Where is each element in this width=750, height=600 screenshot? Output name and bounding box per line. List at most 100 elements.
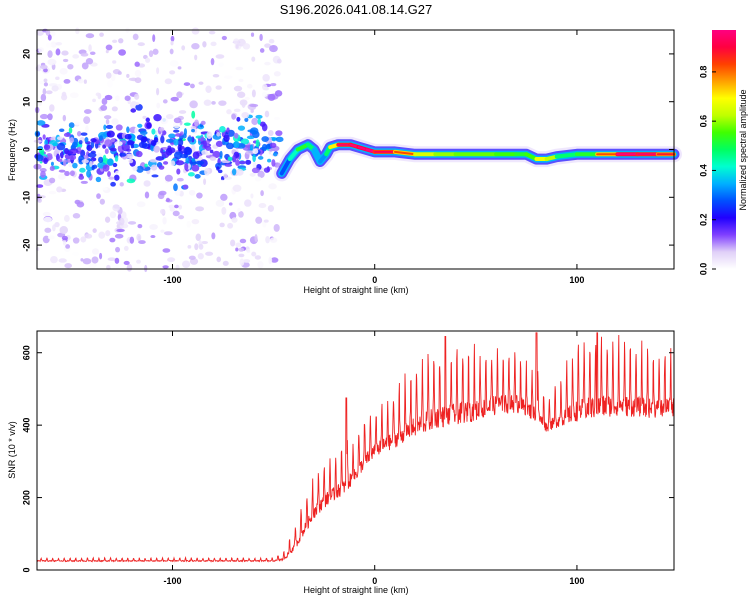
noise-blob [43, 68, 48, 73]
noise-blob [267, 204, 275, 212]
spectrogram-y-label: Frequency (Hz) [7, 119, 17, 181]
noise-blob [118, 49, 127, 56]
noise-blob [143, 180, 151, 187]
noise-blob [265, 236, 270, 244]
noise-blob [166, 113, 174, 120]
noise-blob [90, 62, 98, 67]
noise-blob [91, 165, 95, 171]
noise-blob [262, 73, 270, 82]
noise-blob [177, 138, 184, 147]
noise-blob [108, 176, 115, 180]
noise-blob [170, 40, 174, 46]
noise-blob [99, 252, 103, 260]
noise-blob [264, 61, 271, 66]
noise-blob [203, 178, 207, 185]
noise-blob [67, 63, 74, 70]
noise-blob [39, 167, 47, 173]
noise-blob [115, 246, 121, 253]
noise-blob [136, 259, 141, 264]
noise-blob [251, 212, 261, 218]
noise-blob [144, 163, 148, 168]
noise-blob [271, 137, 277, 142]
noise-blob [48, 190, 57, 195]
noise-blob [195, 233, 202, 241]
noise-blob [149, 158, 159, 163]
noise-blob [126, 126, 130, 133]
noise-blob [195, 206, 205, 212]
noise-blob [121, 33, 127, 38]
noise-blob [109, 237, 116, 243]
noise-blob [84, 233, 93, 239]
noise-blob [241, 100, 246, 108]
noise-blob [215, 199, 225, 207]
noise-blob [233, 132, 239, 139]
noise-blob [117, 71, 122, 75]
colorbar-tick-label: 0.8 [698, 66, 708, 79]
noise-blob [205, 145, 212, 151]
noise-blob [261, 143, 268, 152]
noise-blob [62, 204, 71, 209]
noise-blob [202, 41, 207, 48]
noise-blob [160, 135, 165, 144]
noise-blob [264, 43, 271, 48]
ridge-segment [554, 152, 579, 159]
noise-blob [51, 93, 59, 99]
noise-blob [257, 170, 265, 179]
noise-blob [254, 255, 262, 260]
y-tick-label: 0 [21, 147, 31, 152]
noise-blob [109, 211, 117, 219]
noise-blob [181, 145, 185, 150]
noise-blob [44, 227, 52, 233]
noise-blob [71, 251, 80, 256]
noise-blob [162, 248, 171, 253]
noise-blob [251, 251, 257, 257]
noise-blob [217, 169, 223, 174]
noise-blob [277, 196, 282, 201]
noise-blob [186, 220, 191, 228]
noise-blob [257, 118, 261, 125]
noise-blob [227, 222, 234, 229]
noise-blob [191, 128, 195, 133]
noise-blob [227, 253, 235, 258]
noise-blob [134, 61, 140, 67]
noise-blob [259, 33, 263, 42]
noise-blob [259, 121, 266, 127]
noise-blob [148, 50, 154, 58]
noise-blob [112, 60, 117, 64]
noise-blob [49, 104, 55, 112]
noise-blob [177, 66, 182, 70]
noise-blob [112, 204, 120, 212]
noise-blob [76, 131, 82, 137]
noise-blob [69, 137, 75, 144]
noise-blob [144, 191, 150, 199]
noise-blob [215, 85, 222, 90]
noise-blob [260, 190, 264, 197]
noise-blob [136, 201, 146, 208]
noise-blob [242, 259, 251, 263]
noise-blob [74, 121, 81, 126]
noise-blob [226, 109, 232, 115]
noise-blob [124, 95, 131, 101]
noise-blob [63, 214, 70, 223]
noise-blob [254, 234, 258, 242]
noise-blob [162, 265, 169, 269]
noise-blob [103, 115, 112, 120]
noise-blob [126, 263, 133, 272]
noise-blob [83, 116, 91, 124]
noise-blob [270, 257, 279, 263]
noise-blob [269, 237, 278, 243]
noise-blob [188, 189, 196, 196]
noise-blob [101, 98, 108, 105]
noise-blob [206, 131, 213, 139]
colorbar-tick-label: 0.6 [698, 115, 708, 128]
noise-blob [78, 175, 85, 180]
noise-blob [98, 231, 106, 239]
noise-blob [175, 160, 185, 166]
noise-blob [198, 81, 204, 85]
noise-blob [43, 78, 48, 83]
noise-blob [261, 136, 269, 142]
noise-blob [134, 93, 140, 100]
noise-blob [242, 43, 251, 50]
noise-blob [238, 210, 244, 218]
noise-blob [104, 216, 111, 223]
